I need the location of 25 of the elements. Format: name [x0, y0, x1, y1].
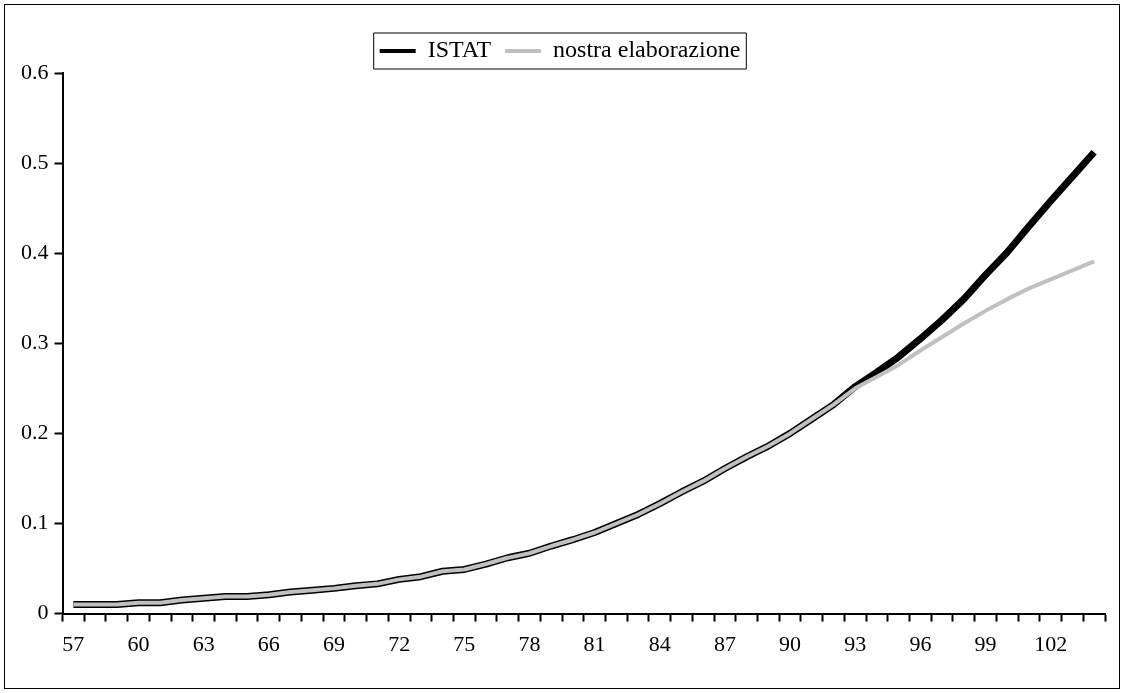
y-tick-label: 0.6: [21, 58, 49, 84]
x-tick-label: 69: [322, 630, 345, 656]
y-tick-label: 0.2: [21, 419, 49, 445]
x-tick-label: 63: [192, 630, 215, 656]
y-tick-label: 0.4: [21, 238, 49, 264]
legend-label: ISTAT: [427, 36, 492, 63]
y-tick-label: 0.5: [21, 148, 49, 174]
x-tick-label: 99: [974, 630, 997, 656]
x-tick-label: 87: [713, 630, 736, 656]
x-tick-label: 93: [844, 630, 867, 656]
x-tick-label: 102: [1034, 630, 1068, 656]
x-tick-label: 78: [518, 630, 541, 656]
y-tick-label: 0.1: [21, 509, 49, 535]
x-tick-label: 81: [583, 630, 606, 656]
x-tick-label: 90: [779, 630, 802, 656]
legend-label: nostra elaborazione: [553, 36, 741, 63]
x-tick-label: 66: [257, 630, 280, 656]
x-tick-label: 96: [909, 630, 932, 656]
x-tick-label: 60: [127, 630, 150, 656]
y-tick-label: 0: [37, 599, 49, 625]
x-tick-label: 57: [62, 630, 85, 656]
y-tick-label: 0.3: [21, 329, 49, 355]
x-tick-label: 75: [453, 630, 476, 656]
x-tick-label: 84: [648, 630, 671, 656]
x-tick-label: 72: [388, 630, 411, 656]
